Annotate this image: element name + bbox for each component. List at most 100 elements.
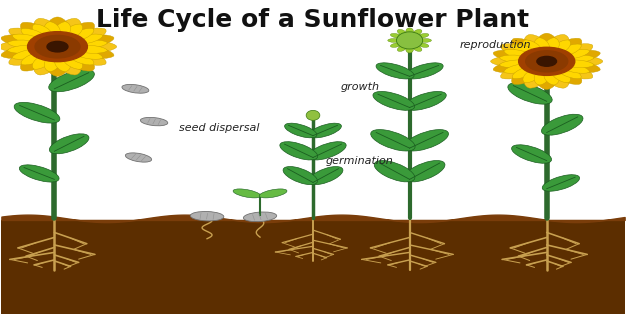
PathPatch shape	[523, 65, 543, 83]
Circle shape	[526, 51, 568, 72]
Ellipse shape	[244, 212, 277, 222]
Ellipse shape	[233, 189, 261, 198]
Ellipse shape	[542, 175, 580, 191]
PathPatch shape	[57, 51, 81, 75]
Text: growth: growth	[341, 82, 380, 92]
PathPatch shape	[0, 41, 49, 52]
PathPatch shape	[21, 28, 52, 44]
Ellipse shape	[413, 29, 422, 35]
PathPatch shape	[555, 56, 603, 66]
Ellipse shape	[413, 46, 422, 51]
PathPatch shape	[544, 65, 559, 85]
PathPatch shape	[554, 60, 594, 68]
Ellipse shape	[376, 63, 414, 79]
PathPatch shape	[512, 44, 541, 59]
PathPatch shape	[1, 35, 49, 47]
PathPatch shape	[553, 64, 593, 79]
PathPatch shape	[21, 50, 52, 71]
PathPatch shape	[63, 28, 94, 44]
PathPatch shape	[8, 40, 50, 48]
Ellipse shape	[419, 38, 431, 42]
PathPatch shape	[501, 44, 540, 59]
Ellipse shape	[14, 102, 60, 123]
PathPatch shape	[61, 24, 83, 43]
PathPatch shape	[504, 49, 540, 60]
Ellipse shape	[285, 123, 317, 138]
PathPatch shape	[64, 48, 103, 59]
PathPatch shape	[47, 51, 68, 76]
Ellipse shape	[374, 161, 415, 182]
PathPatch shape	[511, 38, 541, 58]
PathPatch shape	[34, 18, 58, 43]
Ellipse shape	[125, 153, 151, 162]
PathPatch shape	[553, 44, 593, 59]
Ellipse shape	[406, 47, 413, 53]
Ellipse shape	[391, 43, 402, 47]
PathPatch shape	[66, 41, 116, 52]
PathPatch shape	[65, 40, 107, 48]
PathPatch shape	[555, 61, 600, 72]
PathPatch shape	[493, 50, 539, 61]
PathPatch shape	[63, 50, 95, 71]
PathPatch shape	[546, 35, 569, 57]
Ellipse shape	[140, 117, 168, 126]
PathPatch shape	[64, 49, 106, 65]
Ellipse shape	[373, 91, 414, 110]
PathPatch shape	[44, 50, 61, 72]
PathPatch shape	[523, 40, 543, 58]
Ellipse shape	[309, 167, 343, 185]
PathPatch shape	[65, 45, 107, 53]
PathPatch shape	[66, 47, 114, 59]
PathPatch shape	[44, 22, 61, 43]
Ellipse shape	[259, 189, 287, 198]
Ellipse shape	[418, 33, 429, 38]
Ellipse shape	[283, 167, 317, 185]
PathPatch shape	[33, 24, 54, 43]
Ellipse shape	[406, 28, 413, 34]
Ellipse shape	[404, 161, 445, 182]
PathPatch shape	[9, 49, 50, 65]
Ellipse shape	[19, 165, 59, 182]
Circle shape	[28, 32, 88, 62]
PathPatch shape	[555, 50, 600, 61]
PathPatch shape	[13, 48, 51, 59]
PathPatch shape	[512, 64, 541, 79]
Ellipse shape	[49, 134, 89, 154]
Ellipse shape	[511, 145, 552, 163]
Ellipse shape	[398, 46, 406, 51]
PathPatch shape	[552, 44, 581, 59]
Ellipse shape	[371, 129, 415, 151]
Ellipse shape	[396, 32, 423, 49]
PathPatch shape	[61, 50, 83, 69]
PathPatch shape	[552, 38, 582, 58]
PathPatch shape	[550, 40, 570, 58]
PathPatch shape	[63, 22, 95, 43]
PathPatch shape	[64, 34, 103, 45]
Ellipse shape	[190, 211, 224, 221]
Ellipse shape	[541, 114, 583, 135]
Text: seed dispersal: seed dispersal	[179, 123, 260, 133]
PathPatch shape	[553, 49, 590, 60]
Text: reproduction: reproduction	[459, 40, 531, 50]
Text: Life Cycle of a Sunflower Plant: Life Cycle of a Sunflower Plant	[96, 8, 530, 32]
PathPatch shape	[34, 51, 58, 75]
Ellipse shape	[387, 38, 400, 42]
PathPatch shape	[552, 65, 582, 84]
PathPatch shape	[524, 65, 547, 88]
PathPatch shape	[13, 34, 51, 45]
PathPatch shape	[536, 66, 557, 89]
Ellipse shape	[404, 91, 446, 110]
Ellipse shape	[404, 129, 448, 151]
Ellipse shape	[391, 33, 402, 38]
PathPatch shape	[1, 47, 49, 59]
PathPatch shape	[554, 55, 594, 63]
Ellipse shape	[405, 63, 443, 79]
PathPatch shape	[66, 35, 114, 47]
Ellipse shape	[398, 29, 406, 35]
PathPatch shape	[524, 35, 547, 57]
PathPatch shape	[9, 28, 50, 44]
PathPatch shape	[63, 49, 94, 65]
PathPatch shape	[491, 56, 538, 66]
PathPatch shape	[536, 33, 557, 57]
PathPatch shape	[54, 22, 71, 43]
